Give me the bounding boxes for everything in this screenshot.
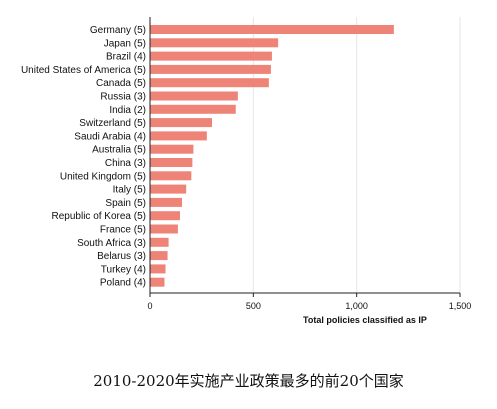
category-label: Canada (5) [96,78,146,89]
figure-caption: 2010-2020年实施产业政策最多的前20个国家 [93,372,404,390]
bar [150,104,236,114]
bar [150,264,166,274]
category-label: Poland (4) [100,278,146,289]
category-label: Switzerland (5) [79,118,146,129]
bar [150,64,271,74]
bar [150,78,269,88]
x-tick-label: 1,500 [449,301,472,311]
bar [150,277,165,287]
bar [150,171,192,181]
bar [150,197,183,207]
category-label: Belarus (3) [97,251,146,262]
bar [150,251,168,261]
bar [150,91,238,101]
category-label: Saudi Arabia (4) [74,131,146,142]
category-label: China (3) [105,158,146,169]
bar [150,237,169,247]
bar [150,211,180,221]
category-label: Japan (5) [104,38,146,49]
x-tick-label: 500 [246,301,261,311]
bars [150,25,394,287]
category-label: Republic of Korea (5) [52,211,147,222]
bar [150,158,193,167]
ip-policies-bar-chart: Germany (5) Japan (5) Brazil (4) United Sta… [21,17,471,325]
bar [150,38,279,48]
bar [150,51,272,61]
category-label: France (5) [100,225,146,236]
bar [150,184,187,194]
category-label: India (2) [109,105,146,116]
bar [150,25,394,34]
category-labels: Germany (5) Japan (5) Brazil (4) United Sta… [21,25,146,289]
bar [150,224,178,234]
category-label: Australia (5) [92,145,146,156]
x-axis-title: Total policies classified as IP [303,315,427,325]
bar [150,131,207,141]
category-label: United Kingdom (5) [60,171,146,182]
category-label: Turkey (4) [101,264,146,275]
category-label: South Africa (3) [77,238,146,249]
category-label: Germany (5) [90,25,146,36]
gridlines [252,17,461,293]
x-tick-label: 0 [147,301,152,311]
category-label: Brazil (4) [106,52,146,63]
category-label: United States of America (5) [21,65,146,76]
category-label: Russia (3) [100,92,146,103]
x-tick-label: 1,000 [345,301,368,311]
category-label: Italy (5) [113,185,146,196]
bar [150,144,194,154]
bar [150,118,212,128]
category-label: Spain (5) [105,198,146,209]
x-axis-ticks: 0 500 1,000 1,500 [147,293,471,311]
